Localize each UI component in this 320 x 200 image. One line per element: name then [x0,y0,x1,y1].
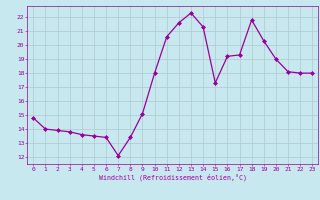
X-axis label: Windchill (Refroidissement éolien,°C): Windchill (Refroidissement éolien,°C) [99,174,247,181]
